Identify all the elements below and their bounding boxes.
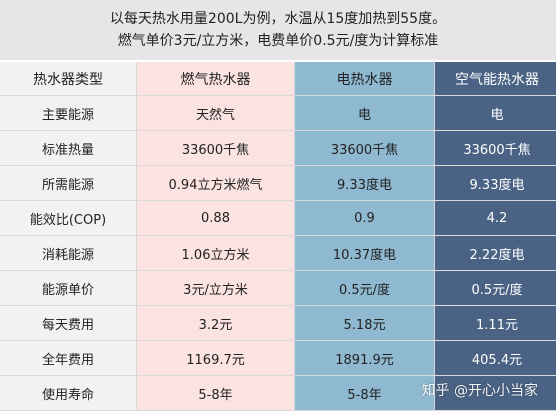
- table-cell: 4.2: [434, 200, 556, 236]
- table-cell: 1169.7元: [136, 340, 295, 376]
- table-cell: 天然气: [136, 95, 295, 131]
- row-label: 全年费用: [0, 340, 137, 376]
- table-cell: 33600千焦: [294, 130, 435, 166]
- column-header: 燃气热水器: [136, 62, 295, 96]
- table-cell: 10.37度电: [294, 235, 435, 271]
- caption-line-1: 以每天热水用量200L为例，水温从15度加热到55度。: [109, 11, 447, 27]
- table-cell: 0.94立方米燃气: [136, 165, 295, 201]
- table-cell: 电: [434, 95, 556, 131]
- table-cell: 33600千焦: [434, 130, 556, 166]
- row-label: 能效比(COP): [0, 200, 137, 236]
- table-cell: 1891.9元: [294, 340, 435, 376]
- row-label: 消耗能源: [0, 235, 137, 271]
- table-cell: 405.4元: [434, 340, 556, 376]
- caption-line-2: 燃气单价3元/立方米，电费单价0.5元/度为计算标准: [117, 33, 439, 49]
- table-cell: 3.2元: [136, 305, 295, 341]
- column-header: 热水器类型: [0, 62, 137, 96]
- row-label: 标准热量: [0, 130, 137, 166]
- table-cell: 0.88: [136, 200, 295, 236]
- column-header: 电热水器: [294, 62, 435, 96]
- column-header: 空气能热水器: [434, 62, 556, 96]
- table-row: 全年费用 1169.7元 1891.9元 405.4元: [0, 340, 556, 376]
- table-cell: 5.18元: [294, 305, 435, 341]
- table-cell: 0.9: [294, 200, 435, 236]
- watermark-text: 知乎 @开心小当家: [421, 383, 538, 399]
- table-cell: 1.06立方米: [136, 235, 295, 271]
- table-cell: 0.5元/度: [294, 270, 435, 306]
- table-cell: 9.33度电: [294, 165, 435, 201]
- watermark: 知乎 @开心小当家: [422, 380, 538, 400]
- table-cell: 33600千焦: [136, 130, 295, 166]
- table-header-row: 热水器类型 燃气热水器 电热水器 空气能热水器: [0, 62, 556, 96]
- table-cell: 9.33度电: [434, 165, 556, 201]
- table-cell: [434, 375, 556, 411]
- table-caption: 以每天热水用量200L为例，水温从15度加热到55度。 燃气单价3元/立方米，电…: [0, 0, 556, 60]
- row-label: 所需能源: [0, 165, 137, 201]
- table-row: 标准热量 33600千焦 33600千焦 33600千焦: [0, 130, 556, 166]
- table-row: 每天费用 3.2元 5.18元 1.11元: [0, 305, 556, 341]
- table-cell: 1.11元: [434, 305, 556, 341]
- table-cell: 电: [294, 95, 435, 131]
- row-label: 能源单价: [0, 270, 137, 306]
- table-row: 能效比(COP) 0.88 0.9 4.2: [0, 200, 556, 236]
- table-row: 所需能源 0.94立方米燃气 9.33度电 9.33度电: [0, 165, 556, 201]
- table-cell: 0.5元/度: [434, 270, 556, 306]
- table-cell: 5-8年: [294, 375, 435, 411]
- table-row: 使用寿命 5-8年 5-8年: [0, 375, 556, 411]
- table-cell: 2.22度电: [434, 235, 556, 271]
- table-row: 主要能源 天然气 电 电: [0, 95, 556, 131]
- table-row: 消耗能源 1.06立方米 10.37度电 2.22度电: [0, 235, 556, 271]
- row-label: 每天费用: [0, 305, 137, 341]
- table-cell: 5-8年: [136, 375, 295, 411]
- table-cell: 3元/立方米: [136, 270, 295, 306]
- comparison-table: 热水器类型 燃气热水器 电热水器 空气能热水器 主要能源 天然气 电 电 标准热…: [0, 62, 556, 411]
- row-label: 主要能源: [0, 95, 137, 131]
- table-row: 能源单价 3元/立方米 0.5元/度 0.5元/度: [0, 270, 556, 306]
- row-label: 使用寿命: [0, 375, 137, 411]
